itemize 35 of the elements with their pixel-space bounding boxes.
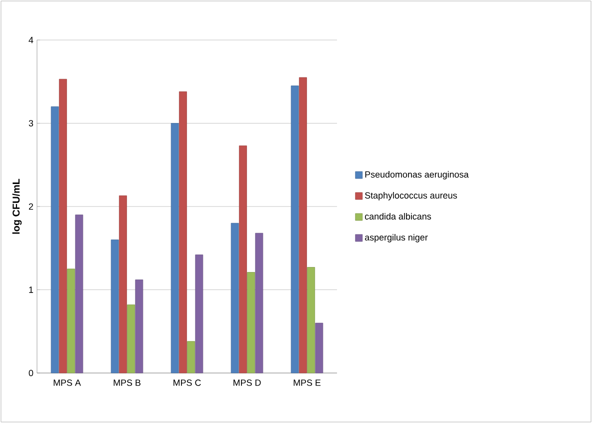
bar	[50, 106, 59, 374]
x-tick-label: MPS A	[54, 380, 81, 386]
x-tick-label: MPS C	[174, 380, 201, 386]
bar	[247, 272, 255, 374]
bar	[299, 77, 307, 374]
bar	[127, 304, 135, 374]
y-tick-label: 4	[28, 36, 34, 44]
bar	[255, 232, 264, 374]
legend-label: aspergilus niger	[364, 234, 428, 242]
y-tick-label: 2	[28, 203, 34, 210]
bar	[119, 195, 127, 374]
bar	[75, 214, 84, 374]
legend-label: candida albicans	[364, 212, 432, 220]
y-tick-label: 3	[28, 120, 34, 126]
bar	[170, 123, 179, 374]
legend-label: Staphylococcus aureus	[364, 192, 457, 200]
bar	[179, 91, 187, 374]
bar	[230, 222, 239, 374]
bar	[307, 267, 316, 374]
bar	[195, 254, 204, 374]
bar	[135, 280, 144, 374]
bar	[315, 322, 324, 374]
x-tick-label: MPS E	[294, 380, 321, 386]
bar	[290, 86, 299, 374]
y-tick-label: 0	[28, 370, 34, 376]
legend-label: Pseudomonas aeruginosa	[365, 171, 469, 180]
x-tick-label: MPS D	[234, 380, 261, 386]
bar	[67, 268, 75, 374]
bar	[239, 146, 247, 374]
bar	[59, 78, 67, 374]
y-tick-label: 1	[29, 286, 34, 293]
bar	[187, 341, 195, 374]
x-tick-label: MPS B	[114, 380, 140, 386]
bar	[110, 240, 119, 374]
y-axis-title: log CFU/mL	[12, 178, 22, 234]
